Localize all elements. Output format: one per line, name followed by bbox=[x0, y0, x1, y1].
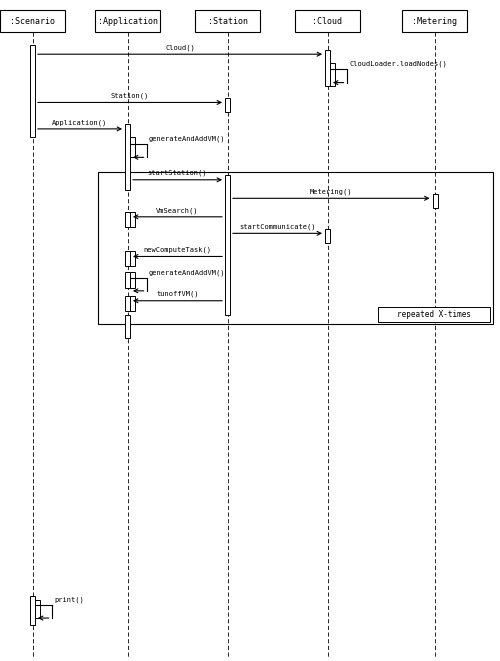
Bar bbox=[325, 50, 330, 86]
Text: tunoffVM(): tunoffVM() bbox=[156, 291, 199, 297]
Bar bbox=[35, 600, 40, 618]
Text: Metering(): Metering() bbox=[310, 188, 352, 195]
Bar bbox=[30, 45, 35, 137]
Bar bbox=[225, 175, 230, 315]
Bar bbox=[125, 124, 130, 190]
Text: :Application: :Application bbox=[98, 17, 158, 26]
Bar bbox=[125, 251, 130, 266]
Text: CloudLoader.loadNodes(): CloudLoader.loadNodes() bbox=[349, 61, 447, 67]
Bar bbox=[98, 172, 492, 324]
Bar bbox=[130, 251, 135, 266]
Text: :Station: :Station bbox=[208, 17, 248, 26]
Text: :Scenario: :Scenario bbox=[10, 17, 55, 26]
Bar bbox=[125, 296, 130, 311]
Bar bbox=[330, 63, 335, 86]
Bar bbox=[325, 229, 330, 243]
Text: Station(): Station() bbox=[111, 93, 149, 99]
Bar bbox=[130, 137, 135, 157]
Bar bbox=[130, 296, 135, 311]
Text: :Metering: :Metering bbox=[412, 17, 458, 26]
Text: startCommunicate(): startCommunicate() bbox=[240, 223, 316, 230]
Bar bbox=[295, 10, 360, 32]
Bar bbox=[125, 272, 130, 288]
Text: generateAndAddVM(): generateAndAddVM() bbox=[149, 269, 226, 276]
Bar bbox=[30, 596, 35, 625]
Bar bbox=[432, 194, 438, 208]
Bar bbox=[125, 212, 130, 227]
Text: Application(): Application() bbox=[52, 119, 108, 126]
Text: Cloud(): Cloud() bbox=[165, 44, 195, 51]
Bar bbox=[130, 212, 135, 227]
Bar bbox=[225, 98, 230, 112]
Text: generateAndAddVM(): generateAndAddVM() bbox=[149, 136, 226, 142]
Bar bbox=[402, 10, 468, 32]
Text: VmSearch(): VmSearch() bbox=[156, 207, 199, 214]
Bar bbox=[0, 10, 65, 32]
Text: repeated X-times: repeated X-times bbox=[397, 310, 471, 319]
Bar bbox=[95, 10, 160, 32]
Text: print(): print() bbox=[54, 596, 84, 603]
Bar bbox=[125, 315, 130, 338]
Text: newComputeTask(): newComputeTask() bbox=[144, 247, 212, 253]
Text: :Cloud: :Cloud bbox=[312, 17, 342, 26]
Bar bbox=[130, 272, 135, 288]
Bar bbox=[378, 307, 490, 322]
Bar bbox=[195, 10, 260, 32]
Text: startStation(): startStation() bbox=[148, 170, 208, 176]
